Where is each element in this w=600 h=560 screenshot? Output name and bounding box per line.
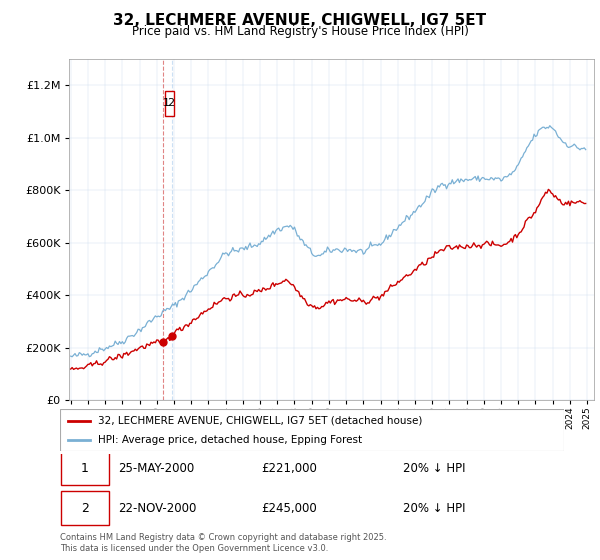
Text: 2: 2 — [81, 502, 89, 515]
FancyBboxPatch shape — [61, 452, 109, 486]
FancyBboxPatch shape — [60, 409, 564, 451]
Text: 22-NOV-2000: 22-NOV-2000 — [118, 502, 196, 515]
Text: HPI: Average price, detached house, Epping Forest: HPI: Average price, detached house, Eppi… — [98, 435, 362, 445]
Text: 25-MAY-2000: 25-MAY-2000 — [118, 462, 194, 475]
Text: £245,000: £245,000 — [262, 502, 317, 515]
FancyBboxPatch shape — [61, 492, 109, 525]
FancyBboxPatch shape — [164, 91, 174, 116]
Text: Price paid vs. HM Land Registry's House Price Index (HPI): Price paid vs. HM Land Registry's House … — [131, 25, 469, 38]
Text: 1: 1 — [163, 99, 170, 109]
Text: 32, LECHMERE AVENUE, CHIGWELL, IG7 5ET: 32, LECHMERE AVENUE, CHIGWELL, IG7 5ET — [113, 13, 487, 28]
Text: 2: 2 — [167, 99, 175, 109]
Text: 20% ↓ HPI: 20% ↓ HPI — [403, 462, 465, 475]
Text: 1: 1 — [81, 462, 89, 475]
Text: 20% ↓ HPI: 20% ↓ HPI — [403, 502, 465, 515]
Text: Contains HM Land Registry data © Crown copyright and database right 2025.
This d: Contains HM Land Registry data © Crown c… — [60, 533, 386, 553]
Text: 32, LECHMERE AVENUE, CHIGWELL, IG7 5ET (detached house): 32, LECHMERE AVENUE, CHIGWELL, IG7 5ET (… — [98, 416, 422, 426]
Text: £221,000: £221,000 — [262, 462, 317, 475]
